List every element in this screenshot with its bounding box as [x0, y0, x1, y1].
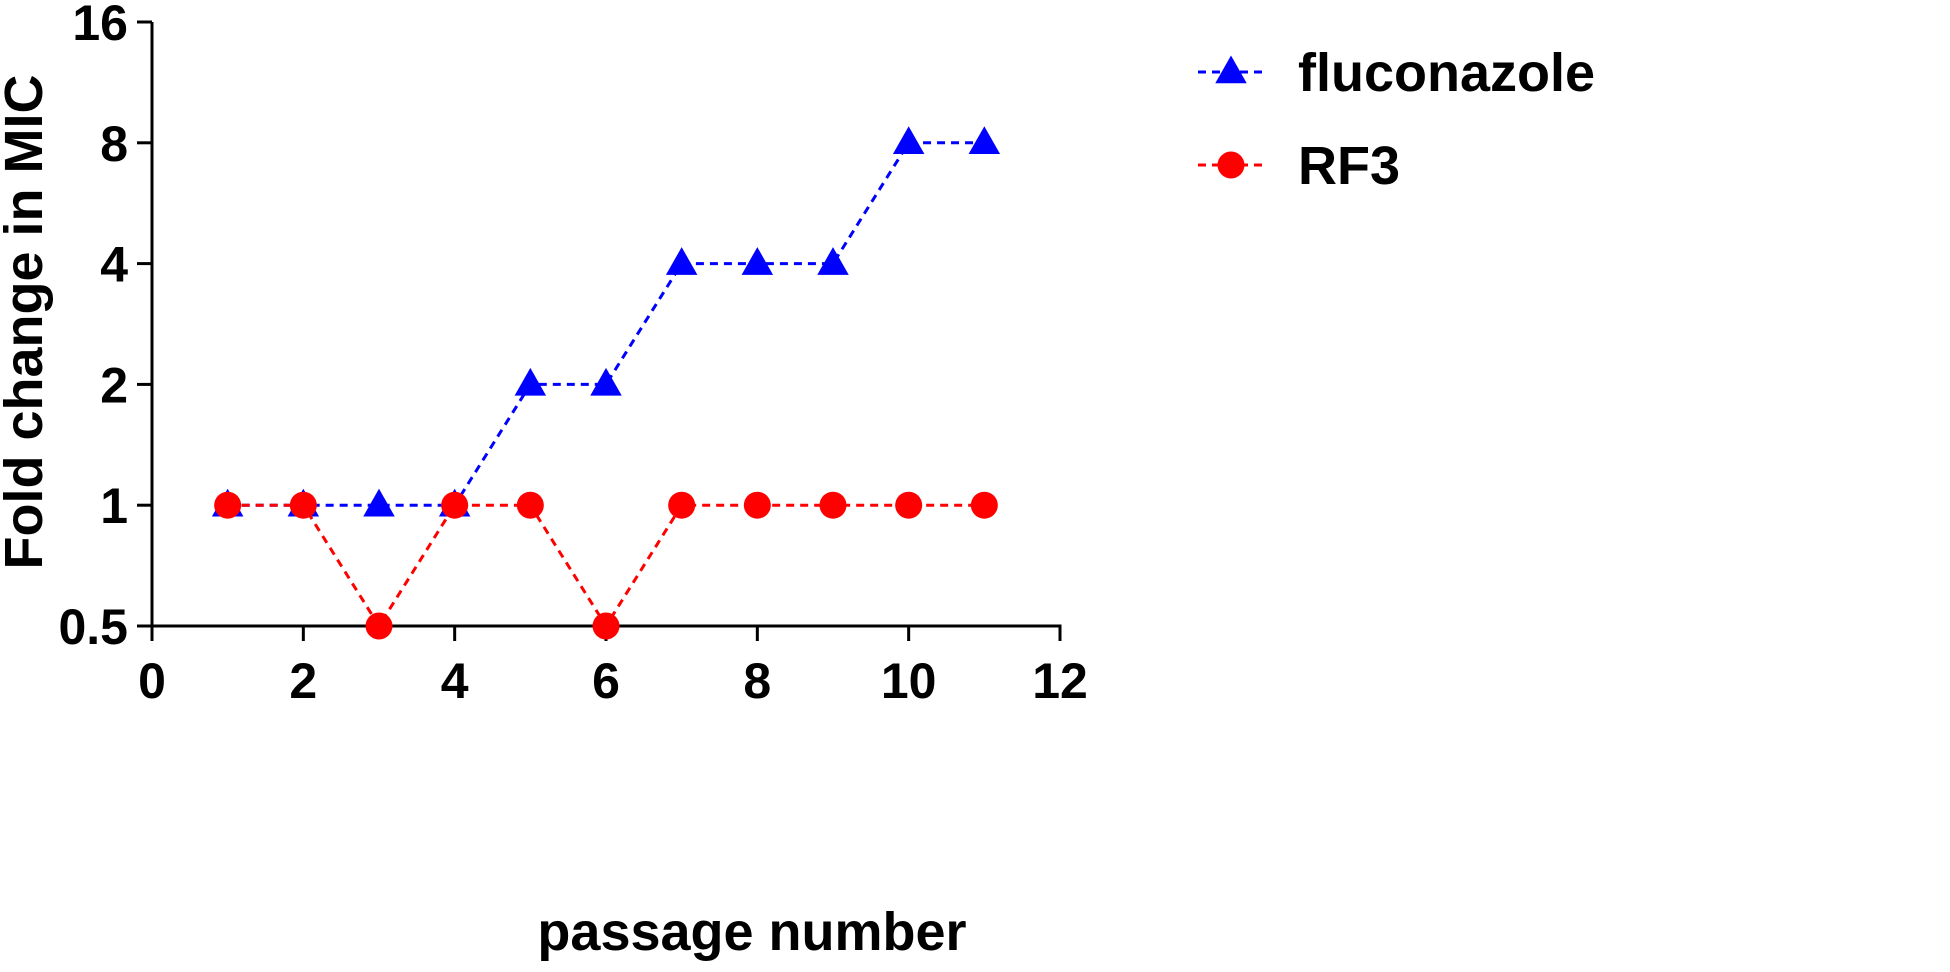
- x-tick-label: 8: [743, 653, 771, 709]
- x-tick-label: 0: [138, 653, 166, 709]
- data-point: [365, 612, 393, 640]
- x-axis-title: passage number: [537, 902, 966, 962]
- y-tick-label: 1: [100, 478, 128, 534]
- series-line: [227, 141, 985, 507]
- x-tick-label: 6: [592, 653, 620, 709]
- x-tick-label: 10: [881, 653, 937, 709]
- y-axis-title: Fold change in MIC: [0, 75, 54, 570]
- x-tick-label: 4: [441, 653, 469, 709]
- data-point: [819, 491, 847, 519]
- y-tick-label: 4: [100, 237, 128, 293]
- data-point: [665, 247, 698, 275]
- data-point: [968, 126, 1001, 155]
- data-point: [289, 491, 317, 519]
- y-tick-label: 2: [100, 357, 128, 413]
- data-point: [970, 491, 998, 519]
- plot-series: [211, 126, 1001, 640]
- data-point: [363, 488, 395, 517]
- legend-swatch-marker: [1217, 151, 1245, 179]
- y-tick-label: 0.5: [58, 599, 128, 655]
- y-tick-label: 16: [72, 0, 128, 51]
- x-tick-label: 12: [1032, 653, 1088, 709]
- series-fluconazole: [211, 126, 1001, 517]
- y-tick-label: 8: [100, 116, 128, 172]
- data-point: [441, 491, 469, 519]
- data-point: [590, 367, 622, 396]
- legend-item-rf3: RF3: [1198, 136, 1400, 196]
- legend-item-fluconazole: fluconazole: [1198, 43, 1595, 103]
- legend: fluconazole RF3: [1198, 43, 1595, 196]
- series-line: [227, 503, 985, 629]
- data-point: [516, 491, 544, 519]
- data-point: [668, 491, 696, 519]
- data-point: [892, 126, 925, 155]
- data-point: [592, 612, 620, 640]
- data-point: [741, 247, 774, 275]
- legend-swatch-marker: [1215, 55, 1247, 84]
- legend-label: RF3: [1298, 136, 1400, 196]
- data-point: [817, 247, 849, 275]
- data-point: [214, 491, 242, 519]
- data-point: [743, 491, 771, 519]
- data-point: [514, 367, 547, 396]
- legend-label: fluconazole: [1298, 43, 1595, 103]
- x-tick-label: 2: [289, 653, 317, 709]
- data-point: [895, 491, 923, 519]
- series-rf3: [214, 491, 998, 640]
